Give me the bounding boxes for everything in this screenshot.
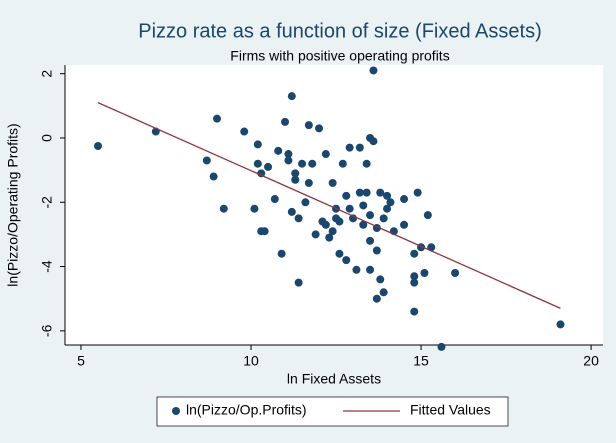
chart-subtitle: Firms with positive operating profits (230, 48, 449, 64)
scatter-point (294, 214, 303, 223)
scatter-point (366, 211, 375, 220)
scatter-point (338, 159, 347, 168)
y-axis-label: ln(Pizzo/Operating Profits) (5, 123, 21, 286)
scatter-point (335, 217, 344, 226)
scatter-point (410, 307, 419, 316)
chart-title: Pizzo rate as a function of size (Fixed … (138, 20, 542, 42)
scatter-point (287, 207, 296, 216)
scatter-point (355, 188, 364, 197)
scatter-point (410, 272, 419, 281)
x-tick-label: 15 (413, 353, 429, 369)
scatter-point (304, 178, 313, 187)
scatter-point (328, 227, 337, 236)
scatter-point (400, 195, 409, 204)
scatter-point (213, 114, 222, 123)
scatter-point (294, 278, 303, 287)
scatter-point (325, 233, 334, 242)
scatter-point (437, 342, 446, 351)
scatter-point (250, 204, 259, 213)
scatter-point (284, 150, 293, 159)
scatter-point (420, 268, 429, 277)
scatter-point (383, 191, 392, 200)
scatter-point (253, 140, 262, 149)
scatter-point (93, 142, 102, 151)
scatter-point (376, 275, 385, 284)
scatter-point (274, 146, 283, 155)
scatter-point (277, 249, 286, 258)
scatter-point (219, 204, 228, 213)
scatter-point (209, 172, 218, 181)
scatter-point (410, 278, 419, 287)
scatter-point (372, 246, 381, 255)
y-tick-label: -6 (39, 324, 55, 337)
scatter-point (379, 288, 388, 297)
scatter-point (400, 220, 409, 229)
scatter-point (284, 156, 293, 165)
scatter-point (352, 265, 361, 274)
y-tick-label: -2 (39, 196, 55, 209)
scatter-point (321, 220, 330, 229)
scatter-point (260, 227, 269, 236)
scatter-point (311, 230, 320, 239)
plot-area (65, 65, 603, 345)
x-tick-label: 10 (243, 353, 259, 369)
scatter-point (366, 236, 375, 245)
scatter-point (281, 117, 290, 126)
legend-label: Fitted Values (410, 402, 491, 418)
y-tick-label: 0 (39, 134, 55, 142)
scatter-point (345, 143, 354, 152)
scatter-point (372, 294, 381, 303)
scatter-point (379, 214, 388, 223)
y-tick-label: -4 (39, 260, 55, 273)
legend-label: ln(Pizzo/Op.Profits) (186, 402, 307, 418)
y-tick-label: 2 (39, 70, 55, 78)
scatter-point (335, 249, 344, 258)
scatter-point (410, 249, 419, 258)
legend-box (156, 396, 509, 427)
scatter-point (253, 159, 262, 168)
scatter-point (413, 188, 422, 197)
fitted-line (97, 102, 561, 309)
scatter-point (308, 159, 317, 168)
scatter-point (301, 198, 310, 207)
scatter-point (342, 191, 351, 200)
scatter-point (270, 195, 279, 204)
scatter-point (383, 204, 392, 213)
x-tick-label: 20 (583, 353, 599, 369)
scatter-point (369, 137, 378, 146)
scatter-point (291, 175, 300, 184)
scatter-point (359, 220, 368, 229)
scatter-point (369, 66, 378, 75)
scatter-point (423, 211, 432, 220)
x-axis-label: ln Fixed Assets (287, 371, 381, 387)
scatter-point (359, 201, 368, 210)
scatter-point (362, 188, 371, 197)
legend-symbol (172, 407, 180, 415)
scatter-point (304, 121, 313, 130)
scatter-point (376, 188, 385, 197)
scatter-point (328, 178, 337, 187)
scatter-point (362, 159, 371, 168)
scatter-point (556, 320, 565, 329)
scatter-point (321, 150, 330, 159)
scatter-point (315, 124, 324, 133)
scatter-point (366, 265, 375, 274)
scatter-point (257, 169, 266, 178)
scatter-point (451, 268, 460, 277)
scatter-point (355, 143, 364, 152)
x-tick-label: 5 (77, 353, 85, 369)
scatter-point (342, 256, 351, 265)
scatter-point (202, 156, 211, 165)
scatter-point (264, 162, 273, 171)
scatter-point (291, 169, 300, 178)
scatter-point (345, 204, 354, 213)
scatter-point (240, 127, 249, 136)
scatter-point (287, 92, 296, 101)
scatter-point (386, 198, 395, 207)
scatter-point (298, 159, 307, 168)
